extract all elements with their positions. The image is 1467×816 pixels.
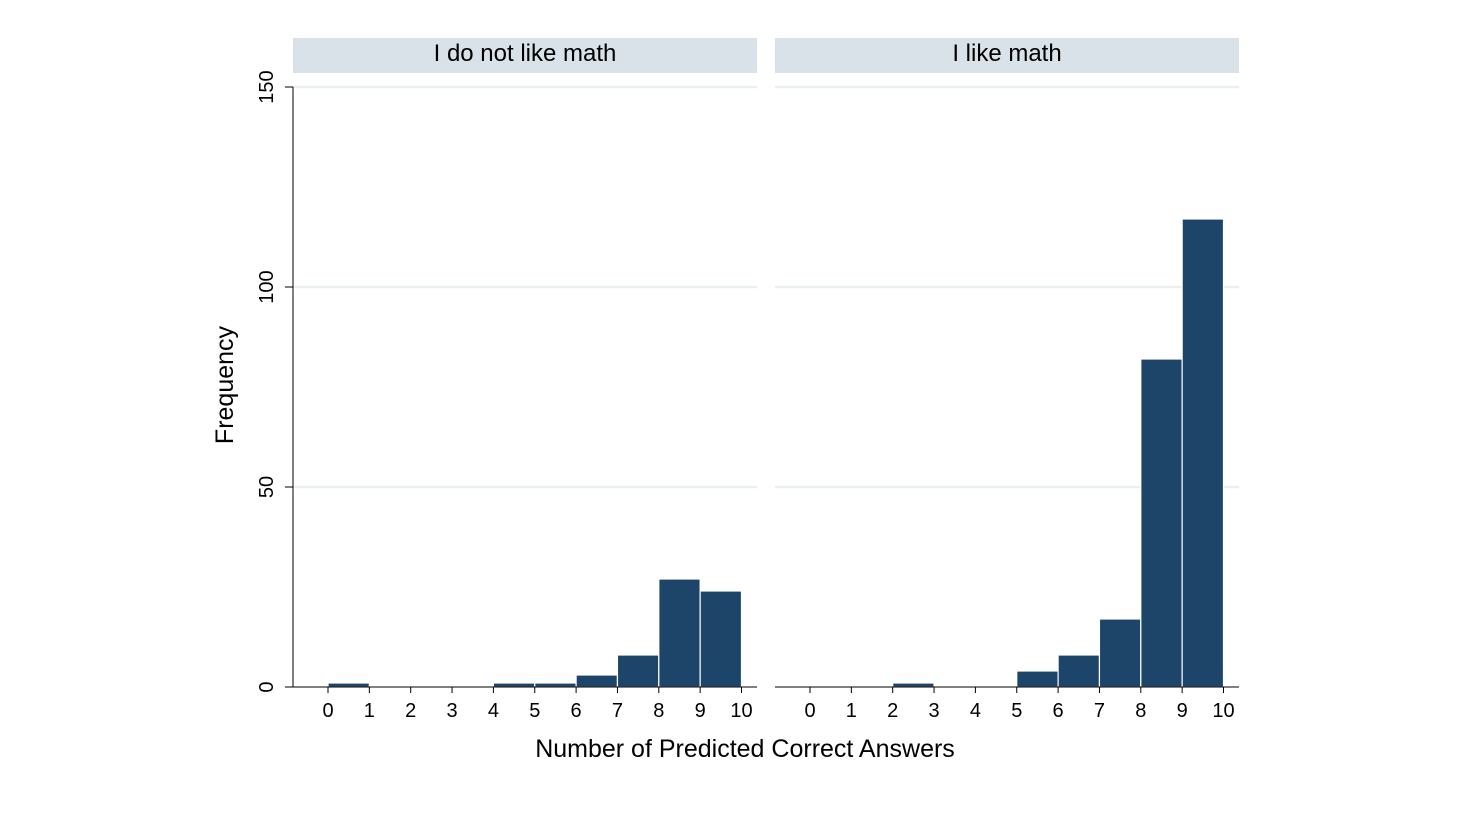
panel-1-bar-7-8 (616, 654, 660, 688)
y-tick-label-100: 100 (256, 270, 278, 303)
bars-layer (327, 218, 1225, 688)
panel-2-x-tick-label-7: 7 (1094, 700, 1105, 722)
panel-1-title: I do not like math (434, 40, 617, 67)
y-tick-label-50: 50 (256, 476, 278, 498)
panel-1-x-tick-label-10: 10 (730, 700, 752, 722)
panel-1-x-tick-label-9: 9 (695, 700, 706, 722)
panel-2-bar-9-10 (1181, 218, 1225, 688)
panel-2-bar-7-8 (1098, 618, 1142, 688)
panel-1-bar-8-9 (658, 578, 701, 688)
panel-1-bar-0-1 (327, 682, 370, 688)
panel-2-x-tick-label-3: 3 (928, 700, 939, 722)
x-axis-title: Number of Predicted Correct Answers (535, 735, 955, 763)
panel-1-bar-9-10 (699, 590, 743, 688)
panel-1-bar-5-6 (534, 682, 577, 688)
y-tick-label-150: 150 (256, 70, 278, 103)
panel-2-x-tick-label-9: 9 (1177, 700, 1188, 722)
grid-layer (293, 38, 1239, 489)
panel-1-x-tick-label-3: 3 (446, 700, 457, 722)
panel-1-bar-4-5 (492, 682, 536, 688)
panel-1-x-tick-label-5: 5 (529, 700, 540, 722)
panel-1-strip (293, 38, 757, 73)
y-tick-label-0: 0 (256, 681, 278, 692)
panel-1-x-tick-label-0: 0 (322, 700, 333, 722)
panel-1-bar-6-7 (575, 674, 619, 688)
panel-2-x-tick-label-6: 6 (1053, 700, 1064, 722)
axes-layer (285, 86, 1239, 693)
panel-2-x-tick-label-1: 1 (846, 700, 857, 722)
panel-1-x-tick-label-8: 8 (653, 700, 664, 722)
panel-1-x-tick-label-2: 2 (405, 700, 416, 722)
panel-2-title: I like math (952, 40, 1061, 67)
panel-1-x-tick-label-1: 1 (364, 700, 375, 722)
panel-2-x-tick-label-8: 8 (1135, 700, 1146, 722)
panel-2-x-tick-label-5: 5 (1011, 700, 1022, 722)
panel-2-x-tick-label-0: 0 (804, 700, 815, 722)
panel-2-x-tick-label-2: 2 (887, 700, 898, 722)
panel-2-x-tick-label-10: 10 (1212, 700, 1234, 722)
panel-2-bar-5-6 (1016, 670, 1059, 688)
panel-2-bar-8-9 (1140, 358, 1183, 688)
panel-1-x-tick-label-6: 6 (571, 700, 582, 722)
panel-1-x-tick-label-4: 4 (488, 700, 499, 722)
panel-2-bar-6-7 (1057, 654, 1101, 688)
panel-2-strip (775, 38, 1239, 73)
panel-1-x-tick-label-7: 7 (612, 700, 623, 722)
panel-2-x-tick-label-4: 4 (970, 700, 981, 722)
panel-2-bar-2-3 (892, 682, 935, 688)
y-axis-title: Frequency (211, 325, 239, 444)
